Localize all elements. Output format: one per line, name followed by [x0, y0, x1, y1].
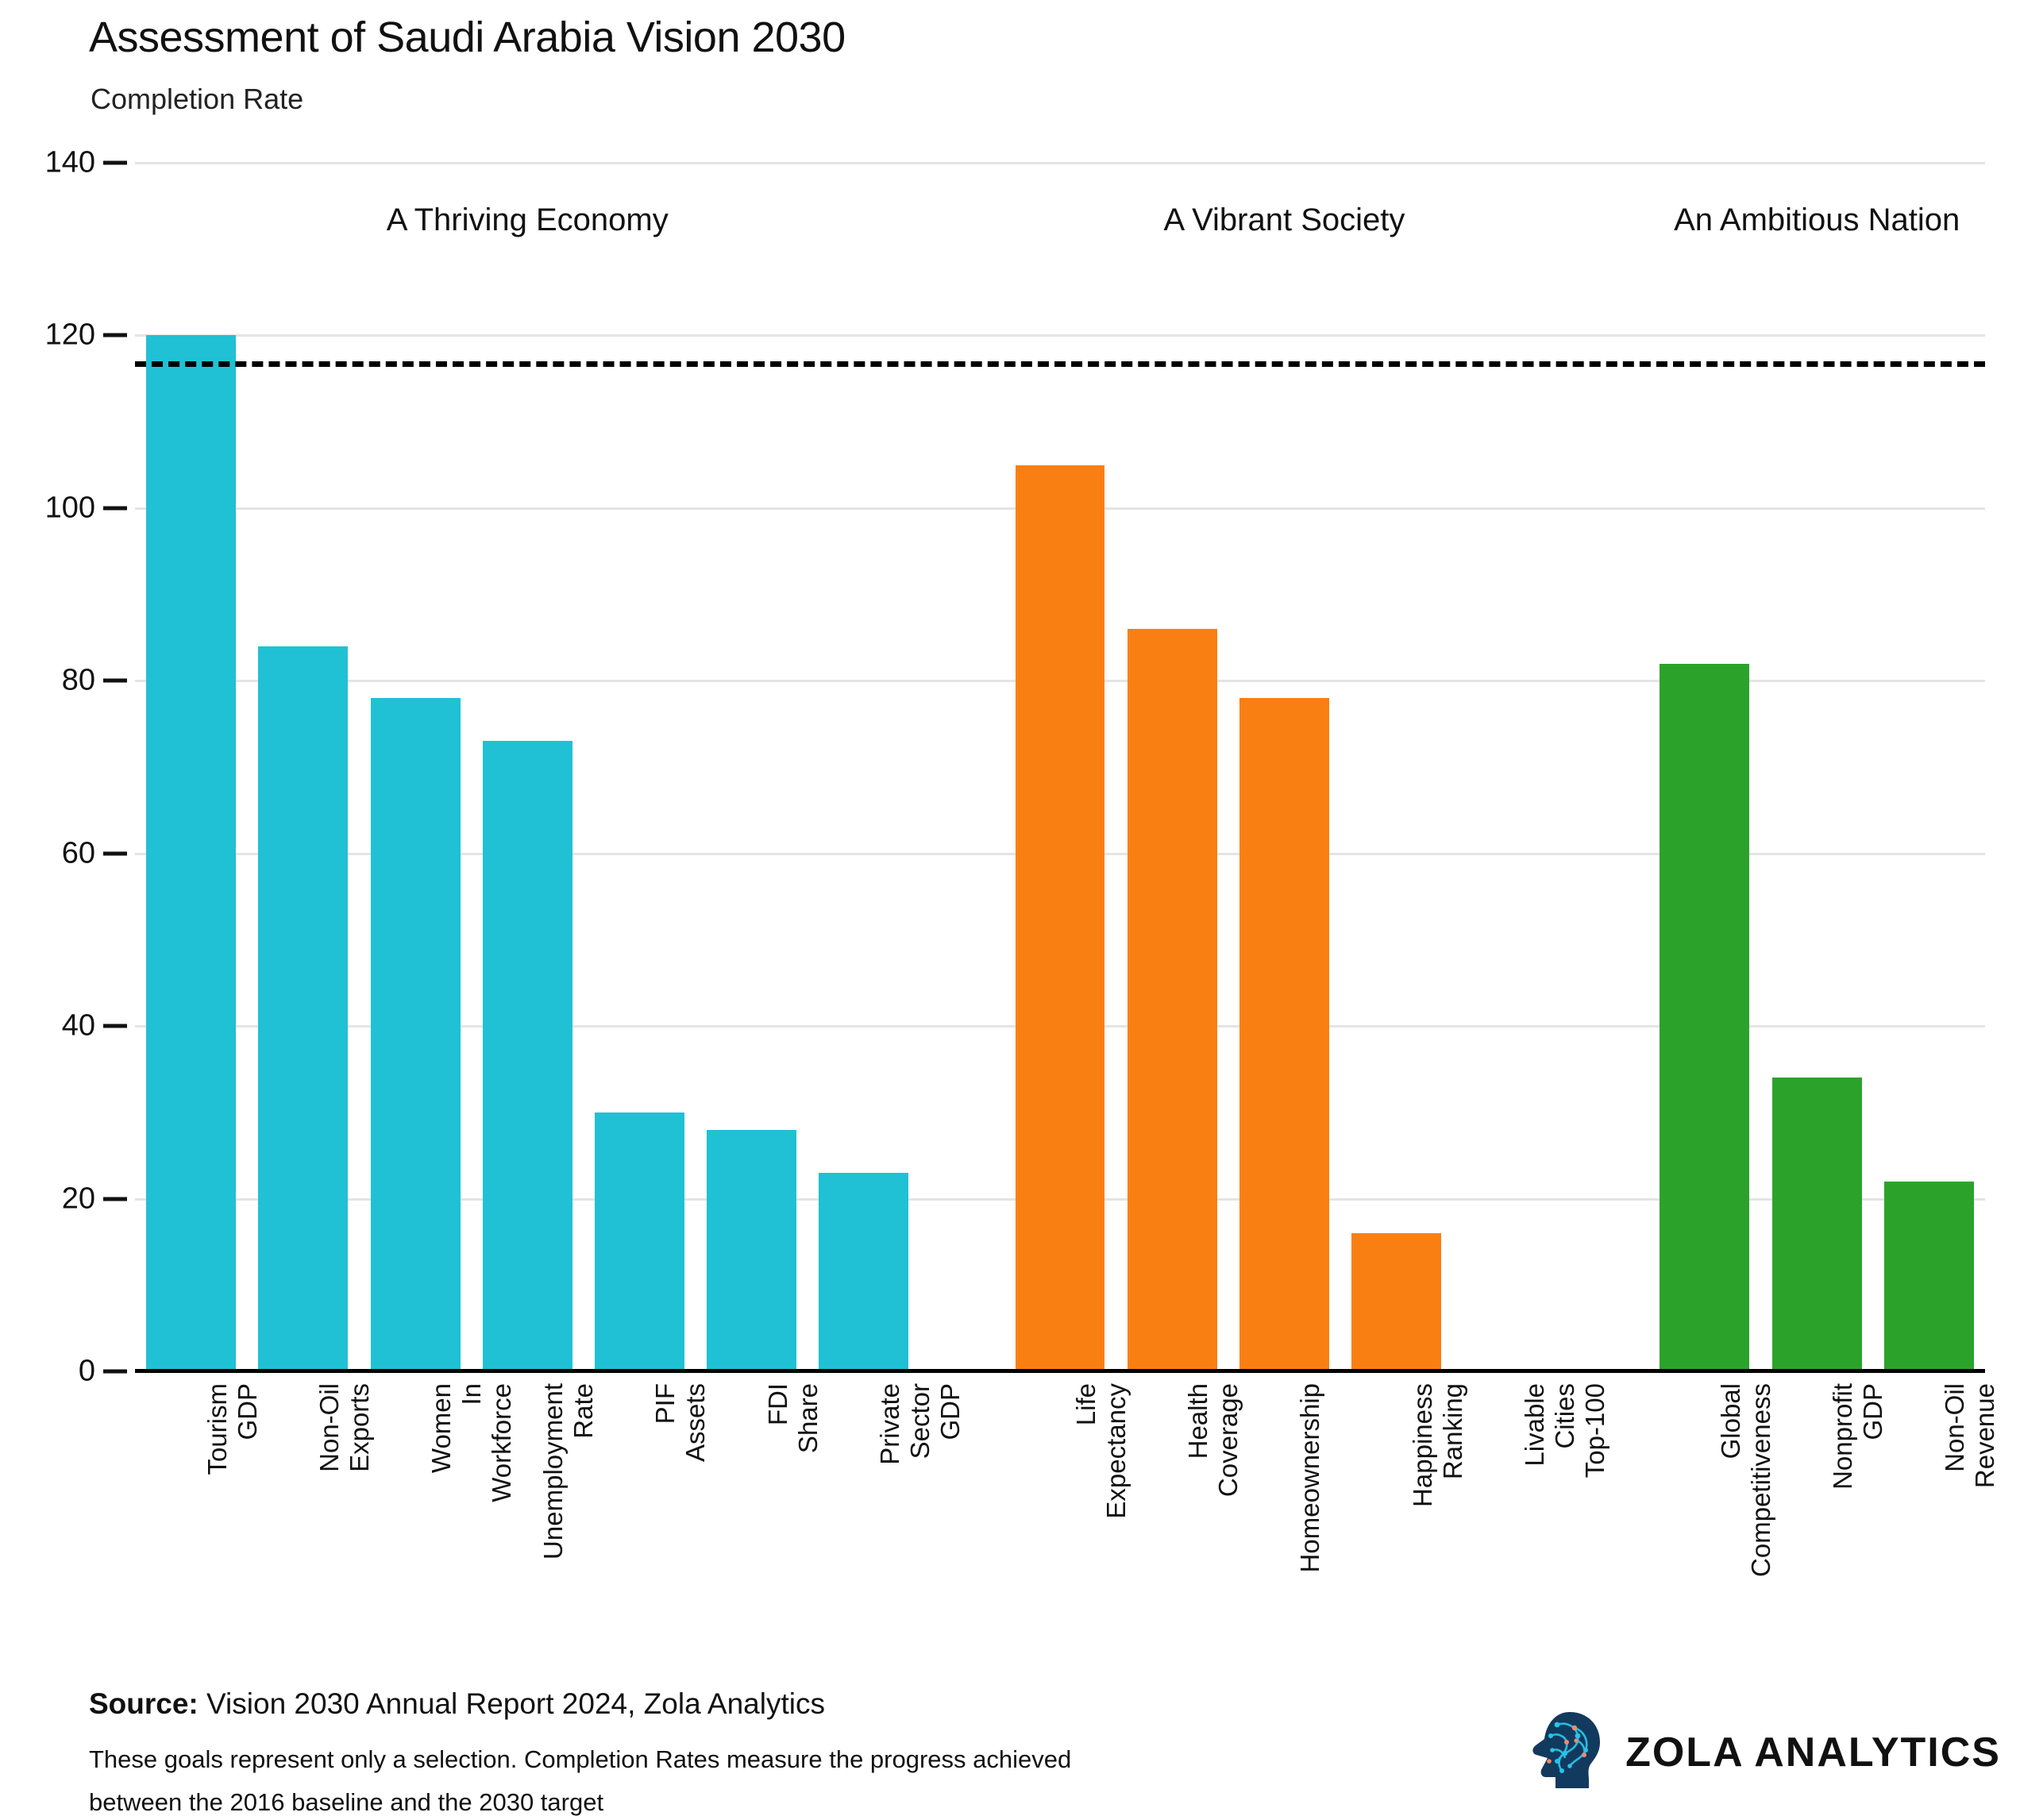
bar[interactable]	[594, 1112, 684, 1371]
footer: Source: Vision 2030 Annual Report 2024, …	[89, 1687, 1439, 1820]
source-label: Source:	[89, 1687, 199, 1720]
bar[interactable]	[1660, 663, 1750, 1371]
y-tick-mark	[103, 1197, 127, 1201]
target-reference-line	[135, 361, 1985, 368]
bar[interactable]	[1883, 1181, 1974, 1371]
bar[interactable]	[1351, 1233, 1442, 1371]
y-tick-label: 20	[61, 1182, 95, 1216]
source-line: Source: Vision 2030 Annual Report 2024, …	[89, 1687, 1439, 1721]
zola-analytics-logo: ZOLA ANALYTICS	[1528, 1709, 2001, 1795]
bar[interactable]	[258, 646, 349, 1371]
y-tick-label: 100	[44, 491, 95, 525]
y-tick-mark	[103, 160, 127, 165]
bar[interactable]	[1127, 629, 1217, 1371]
bar[interactable]	[1239, 698, 1329, 1371]
x-axis-line	[135, 1369, 1985, 1373]
bar[interactable]	[819, 1172, 909, 1371]
bar[interactable]	[370, 698, 461, 1371]
y-tick-mark	[103, 1369, 127, 1374]
gridline	[135, 334, 1985, 337]
y-tick-label: 80	[61, 663, 95, 697]
y-tick-mark	[103, 851, 127, 856]
note-line-1: These goals represent only a selection. …	[89, 1745, 1072, 1773]
y-tick-label: 0	[78, 1354, 95, 1388]
bar[interactable]	[707, 1129, 797, 1371]
group-title: An Ambitious Nation	[1674, 202, 1960, 237]
chart-subtitle: Completion Rate	[91, 83, 304, 115]
bar[interactable]	[146, 335, 237, 1371]
y-tick-label: 120	[44, 318, 95, 352]
group-title: A Vibrant Society	[1163, 202, 1405, 237]
y-tick-mark	[103, 333, 127, 337]
y-tick-mark	[103, 506, 127, 511]
y-tick-mark	[103, 678, 127, 683]
bar[interactable]	[1771, 1078, 1862, 1371]
logo-wordmark: ZOLA ANALYTICS	[1625, 1729, 2001, 1776]
bar[interactable]	[482, 741, 572, 1371]
source-text: Vision 2030 Annual Report 2024, Zola Ana…	[198, 1687, 825, 1720]
y-tick-label: 60	[61, 836, 95, 870]
y-tick-label: 40	[61, 1008, 95, 1043]
brain-head-circuit-icon	[1528, 1709, 1605, 1795]
plot-area	[135, 162, 1985, 1373]
y-tick-label: 140	[44, 145, 95, 179]
y-tick-mark	[103, 1024, 127, 1028]
page-title: Assessment of Saudi Arabia Vision 2030	[89, 13, 846, 61]
bar[interactable]	[1015, 465, 1105, 1371]
group-title: A Thriving Economy	[386, 202, 669, 237]
note-line-2: between the 2016 baseline and the 2030 t…	[89, 1788, 604, 1816]
gridline	[135, 162, 1985, 164]
